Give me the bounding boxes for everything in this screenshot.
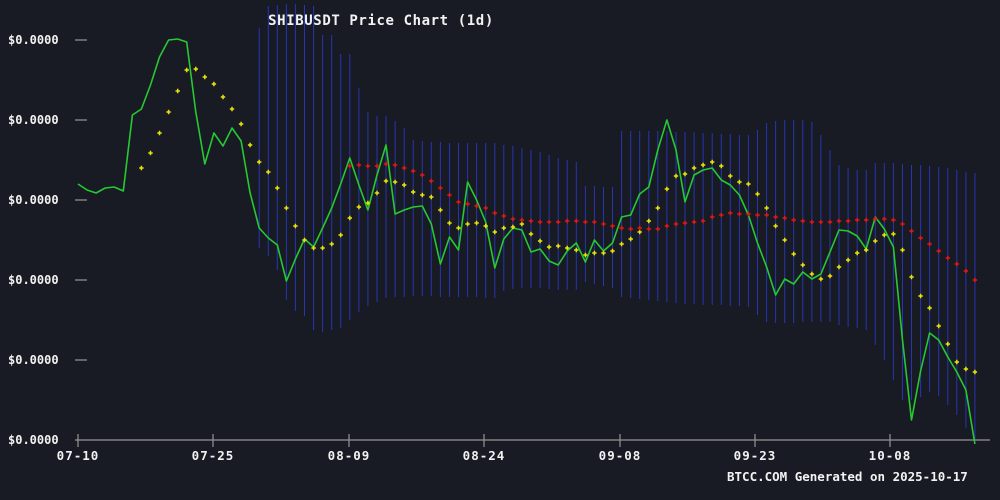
y-tick-label: $0.0000 (8, 433, 59, 447)
x-tick-label: 08-09 (327, 448, 371, 463)
y-tick-label: $0.0000 (8, 33, 59, 47)
y-tick-label: $0.0000 (8, 193, 59, 207)
price-line (77, 38, 976, 445)
watermark-text: BTCC.COM Generated on 2025-10-17 (727, 469, 968, 484)
y-tick-label: $0.0000 (8, 113, 59, 127)
chart-title: SHIBUSDT Price Chart (1d) (268, 13, 494, 29)
ma30-dots (347, 161, 978, 283)
x-tick-label: 09-08 (598, 448, 642, 463)
x-tick-label: 08-24 (462, 448, 506, 463)
range-bars (258, 4, 976, 440)
y-tick-label: $0.0000 (8, 273, 59, 287)
ma7-dots (139, 66, 978, 375)
y-tick-label: $0.0000 (8, 353, 59, 367)
x-tick-label: 10-08 (868, 448, 912, 463)
x-tick-label: 07-10 (56, 448, 100, 463)
x-tick-label: 09-23 (733, 448, 777, 463)
axes (75, 39, 990, 447)
x-tick-label: 07-25 (191, 448, 235, 463)
